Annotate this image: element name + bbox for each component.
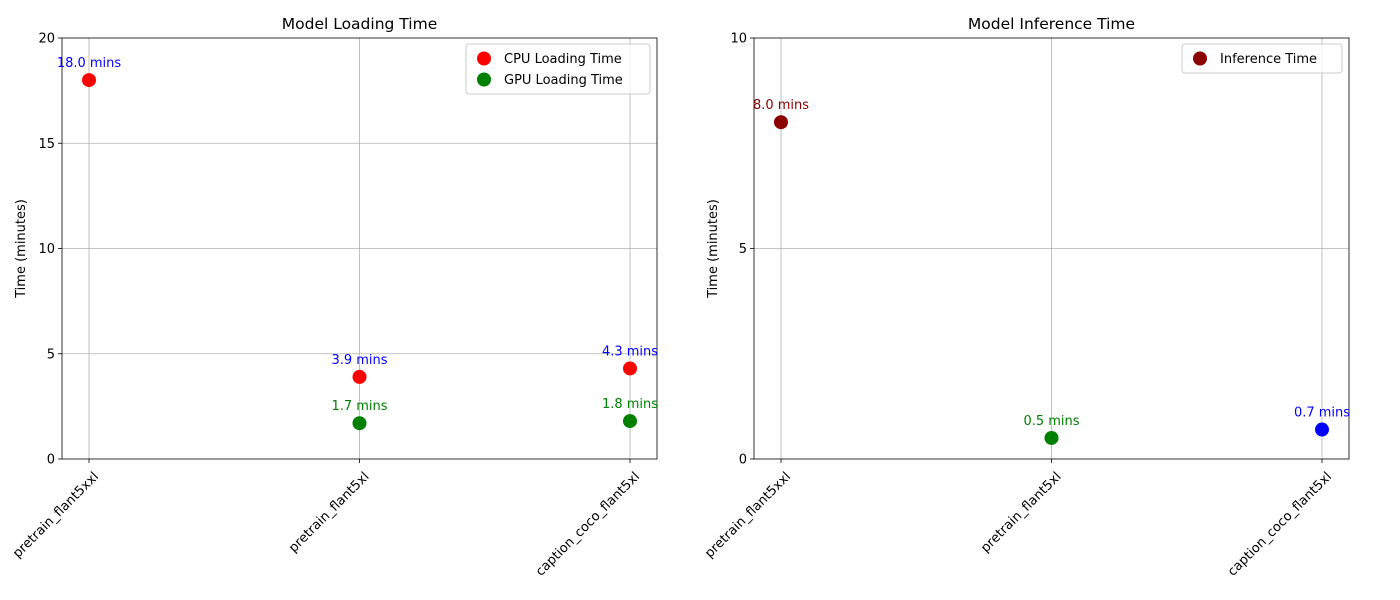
x-tick-label: pretrain_flant5xl [286,469,372,555]
y-tick-label: 10 [38,242,55,257]
legend: Inference Time [1181,43,1343,74]
legend-marker [477,51,491,66]
data-label: 0.5 mins [1023,414,1079,429]
y-tick-label: 10 [730,32,747,47]
data-point [1044,430,1059,445]
y-tick-label: 5 [739,242,747,257]
legend-marker [1193,51,1207,66]
data-point [82,73,96,88]
data-label: 18.0 mins [57,56,122,71]
x-tick-label: caption_coco_flant5xl [533,469,643,579]
chart-title: Model Inference Time [968,15,1135,33]
data-label: 1.8 mins [602,397,658,412]
data-point [352,369,367,384]
data-point [352,416,367,431]
legend-marker [477,72,491,87]
data-label: 8.0 mins [753,98,809,113]
data-label: 3.9 mins [331,353,387,368]
x-tick-label: pretrain_flant5xl [978,469,1064,555]
y-tick-label: 5 [47,347,55,362]
data-label: 4.3 mins [602,344,658,359]
data-point [623,414,637,429]
data-label: 1.7 mins [331,399,387,414]
chart-panel-1: 0 5 10 15 20 pretrain_flant5xxl pretrain_flant… [10,15,658,579]
y-tick-label: 0 [739,453,747,468]
chart-title: Model Loading Time [282,15,437,33]
data-point [774,115,788,130]
x-tick-label: pretrain_flant5xxl [702,469,794,561]
y-tick-label: 15 [38,137,55,152]
x-tick-label: pretrain_flant5xxl [10,469,102,561]
y-axis-label: Time (minutes) [706,199,721,299]
x-tick-label: caption_coco_flant5xl [1225,469,1335,579]
chart-panel-2: 0 5 10 pretrain_flant5xxl pretrain_flant5xl c… [702,15,1350,579]
legend: CPU Loading Time GPU Loading Time [465,43,651,95]
legend-label: GPU Loading Time [504,73,623,88]
data-point [1315,422,1329,437]
y-axis-label: Time (minutes) [14,199,29,299]
data-point [623,361,637,376]
legend-box [465,43,651,95]
legend-box [1181,43,1343,74]
legend-label: CPU Loading Time [504,52,622,67]
legend-label: Inference Time [1220,52,1317,67]
data-label: 0.7 mins [1294,406,1350,421]
y-tick-label: 0 [47,453,55,468]
y-tick-label: 20 [38,32,55,47]
